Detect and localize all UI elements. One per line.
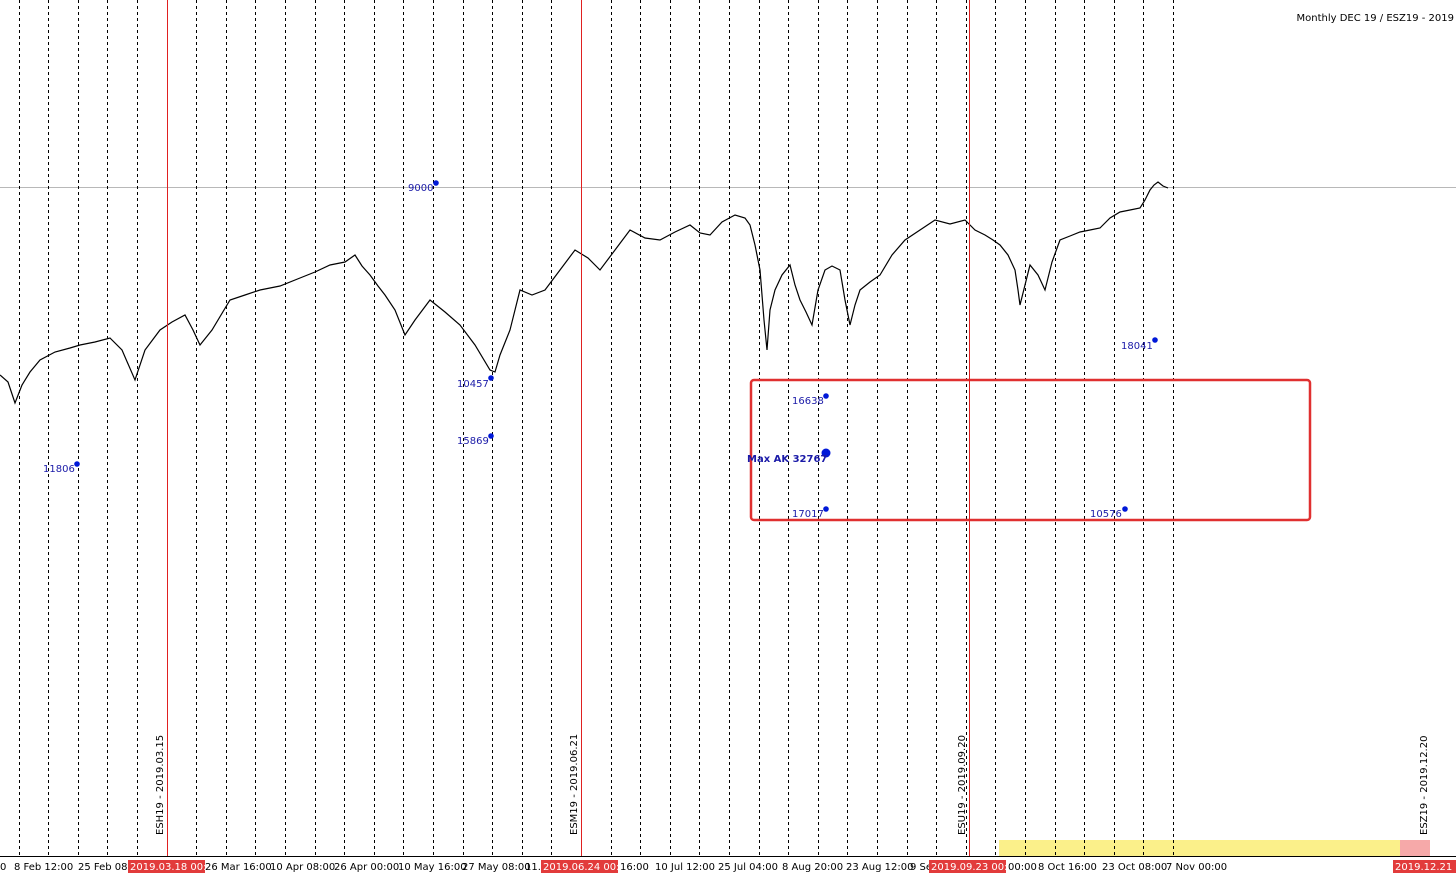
annotation-dot [433, 180, 439, 186]
time-label: 8 Feb 12:00 [14, 862, 73, 873]
time-label: 00:00 [1008, 862, 1037, 873]
time-label: 10 May 16:00 [398, 862, 467, 873]
time-label: 8 Aug 20:00 [782, 862, 843, 873]
price-line [0, 181, 1169, 405]
annotation-dot [1122, 506, 1128, 512]
time-label: 16:00 [620, 862, 649, 873]
time-label-highlight [929, 860, 1006, 873]
annotation-dot [1152, 337, 1158, 343]
annotation-label: Max AK 32767 [747, 454, 827, 465]
grid [19, 0, 1174, 856]
time-label: 7 Nov 00:00 [1166, 862, 1227, 873]
contract-label: ESU19 - 2019.09.20 [957, 735, 968, 835]
chart-title: Monthly DEC 19 / ESZ19 - 2019 [1296, 13, 1454, 24]
time-label: 0 [0, 862, 6, 873]
time-label: 2019.03.18 00:00 [130, 862, 219, 873]
time-label: 10 Apr 08:00 [270, 862, 335, 873]
time-label: 23 Oct 08:00 [1102, 862, 1167, 873]
time-label-highlight [541, 860, 618, 873]
annotation-dot [488, 433, 494, 439]
annotation-dot [821, 448, 831, 458]
time-label: 25 Feb 08:0 [78, 862, 137, 873]
time-label: 2019.09.23 00:00 [931, 862, 1020, 873]
session-band-end [1400, 840, 1430, 856]
annotation-label: 10457 [457, 379, 489, 390]
time-label-highlight [128, 860, 205, 873]
contract-label: ESZ19 - 2019.12.20 [1419, 736, 1430, 835]
time-label: 26 Mar 16:00 [205, 862, 272, 873]
time-label: 10 Jul 12:00 [655, 862, 715, 873]
annotation-dot [488, 375, 494, 381]
time-label: 23 Aug 12:00 [846, 862, 913, 873]
time-label: 27 May 08:00 [462, 862, 531, 873]
annotation-dot [823, 393, 829, 399]
time-label: 2019.06.24 00:00 [543, 862, 632, 873]
time-label: 26 Apr 00:00 [334, 862, 399, 873]
highlight-box [749, 378, 1312, 522]
time-label: 2019.12.21 00: [1395, 862, 1456, 873]
session-band [999, 840, 1400, 856]
annotation-label: 11806 [43, 464, 75, 475]
annotation-label: 15869 [457, 436, 489, 447]
time-label: 8 Oct 16:00 [1038, 862, 1097, 873]
annotation-dot [823, 506, 829, 512]
time-label: 25 Jul 04:00 [718, 862, 778, 873]
time-label-highlight [1393, 860, 1456, 873]
time-label: 9 Se [910, 862, 932, 873]
annotation-label: 17017 [792, 509, 824, 520]
contract-label: ESH19 - 2019.03.15 [155, 735, 166, 835]
contract-label: ESM19 - 2019.06.21 [569, 734, 580, 835]
annotation-label: 16638 [792, 396, 824, 407]
annotation-dot [74, 461, 80, 467]
time-label: 11. [525, 862, 541, 873]
annotation-label: 10576 [1090, 509, 1122, 520]
annotation-label: 9000 [408, 183, 433, 194]
annotation-label: 18041 [1121, 341, 1153, 352]
